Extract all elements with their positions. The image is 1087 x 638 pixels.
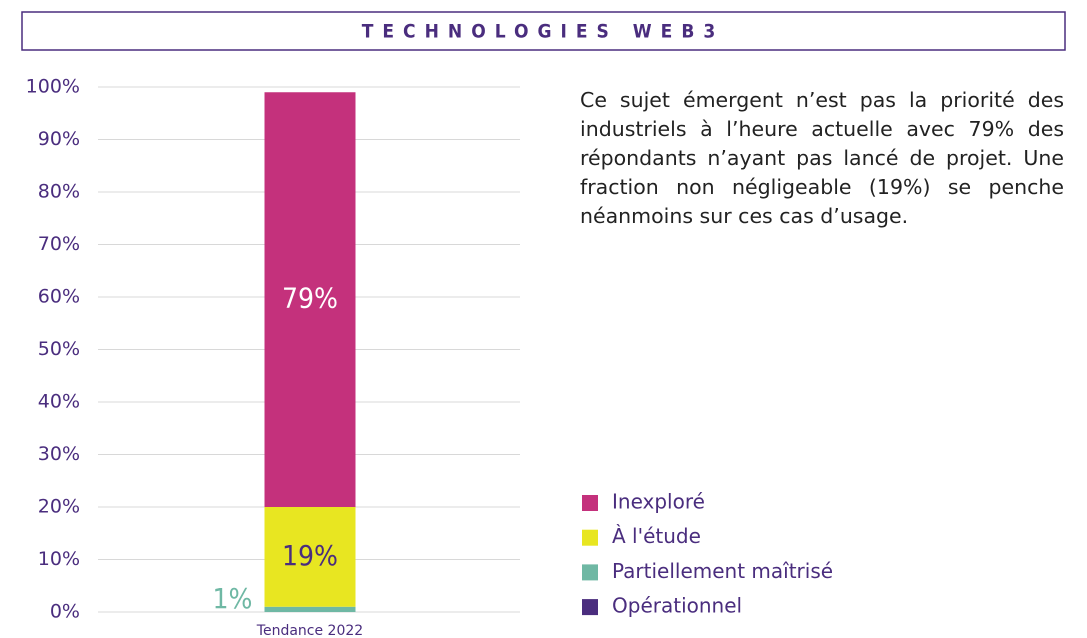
- y-tick-label: 70%: [38, 233, 80, 255]
- legend-label: À l'étude: [612, 524, 701, 548]
- y-tick-label: 60%: [38, 286, 80, 308]
- legend-swatch: [582, 495, 598, 511]
- bar-segment: [264, 507, 356, 607]
- y-tick-label: 0%: [50, 601, 80, 623]
- legend-label: Inexploré: [612, 490, 705, 514]
- chart-title: TECHNOLOGIES WEB3: [362, 21, 725, 43]
- y-tick-label: 80%: [38, 181, 80, 203]
- bar-segment: [264, 606, 356, 612]
- legend-swatch: [582, 529, 598, 546]
- description: Ce sujet émergent n’est pas la priorité …: [580, 88, 1064, 228]
- legend-swatch: [582, 599, 598, 616]
- value-label: 1%: [213, 582, 253, 615]
- y-tick-label: 20%: [38, 496, 80, 518]
- y-tick-label: 50%: [38, 338, 80, 360]
- bar-segment: [264, 92, 356, 507]
- legend-label: Partiellement maîtrisé: [612, 559, 833, 583]
- y-tick-label: 90%: [38, 128, 80, 150]
- x-tick-label: Tendance 2022: [256, 623, 363, 638]
- y-tick-label: 30%: [38, 443, 80, 465]
- y-tick-label: 10%: [38, 548, 80, 570]
- value-label: 79%: [282, 282, 338, 315]
- value-label: 19%: [282, 539, 338, 572]
- legend-label: Opérationnel: [612, 594, 742, 618]
- y-tick-label: 40%: [38, 391, 80, 413]
- title-box: [21, 11, 1066, 51]
- legend-swatch: [582, 564, 598, 581]
- y-tick-label: 100%: [26, 76, 80, 98]
